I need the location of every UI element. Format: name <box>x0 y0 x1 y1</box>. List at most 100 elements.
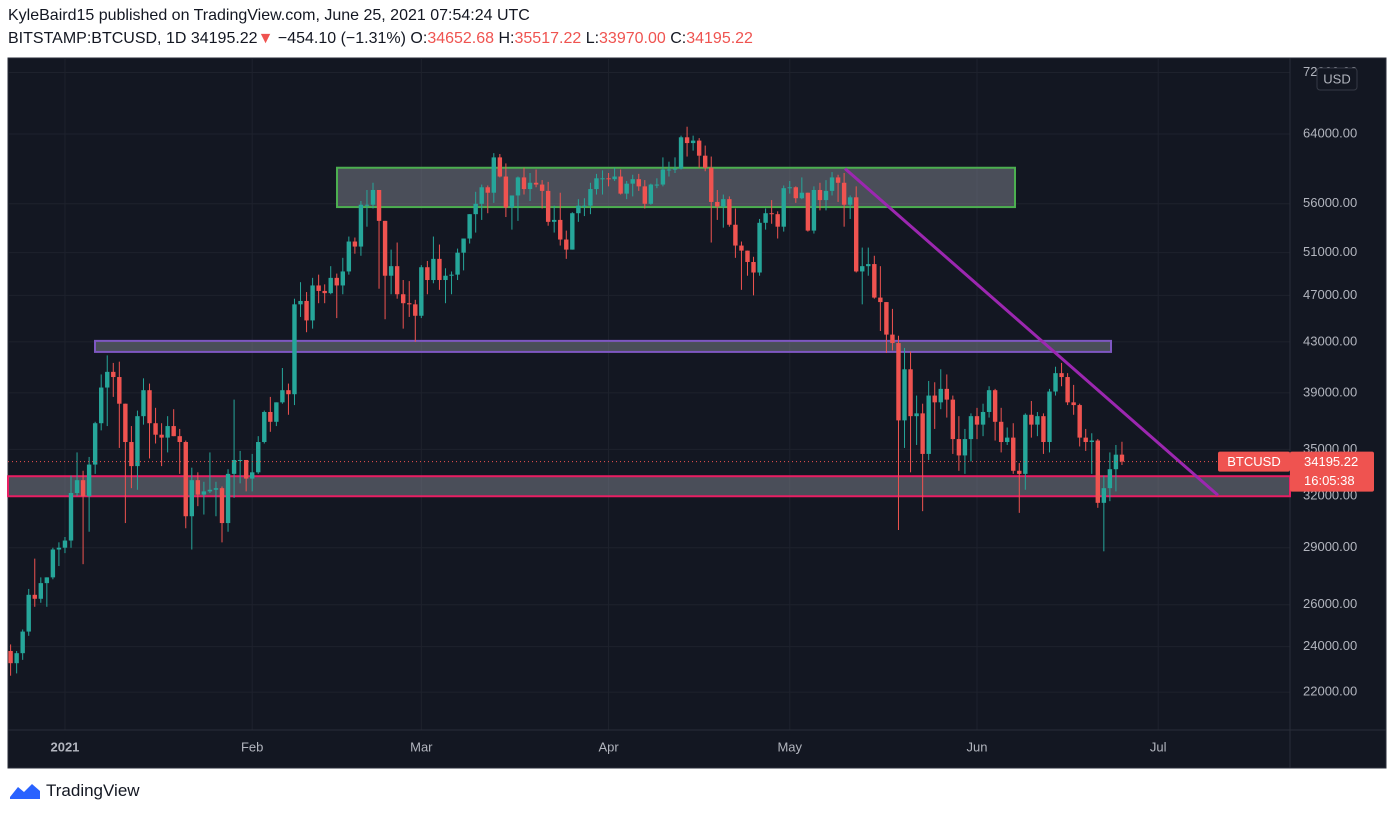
candle-body <box>733 224 738 246</box>
candle-body <box>99 387 104 424</box>
change: −454.10 (−1.31%) <box>277 30 406 47</box>
candle-body <box>835 177 841 183</box>
y-tick-label: 24000.00 <box>1303 638 1357 653</box>
candle-body <box>1077 405 1082 438</box>
candle-body <box>829 177 835 191</box>
candle-body <box>920 413 925 454</box>
candle-body <box>1035 416 1040 425</box>
candle-body <box>364 204 370 206</box>
countdown: 16:05:38 <box>1304 473 1355 488</box>
candle-body <box>1119 454 1125 462</box>
candle-body <box>201 491 207 495</box>
candle-body <box>376 189 382 221</box>
candle-body <box>745 250 750 262</box>
candle-body <box>86 464 92 497</box>
candle-body <box>612 176 617 180</box>
currency-button <box>1316 67 1358 91</box>
price-tag <box>1290 451 1374 492</box>
candle-body <box>642 186 647 204</box>
candle-body <box>388 266 394 276</box>
candle-body <box>926 395 931 454</box>
brand-text: TradingView <box>46 781 140 800</box>
y-tick-label: 51000.00 <box>1303 244 1357 259</box>
candle-body <box>262 411 267 443</box>
candle-body <box>479 187 484 204</box>
candle-body <box>666 169 672 171</box>
trend-line <box>844 167 1219 497</box>
candle-body <box>20 631 25 654</box>
candle-body <box>878 297 883 303</box>
candle-body <box>509 195 515 208</box>
candle-body <box>183 442 188 517</box>
y-tick-label: 29000.00 <box>1303 539 1357 554</box>
candle-body <box>570 213 575 250</box>
candle-body <box>243 459 249 479</box>
candle-body <box>44 577 50 584</box>
candle-body <box>545 190 551 222</box>
symbol: BITSTAMP:BTCUSD, 1D <box>8 30 187 47</box>
candle-body <box>1017 470 1022 474</box>
candle-body <box>739 245 744 251</box>
candle-body <box>521 177 527 190</box>
candle-body <box>425 267 430 281</box>
candle-body <box>8 650 13 664</box>
candle-body <box>219 488 225 524</box>
candle-body <box>322 290 327 294</box>
y-tick-label: 43000.00 <box>1303 333 1357 348</box>
candle-body <box>304 300 309 321</box>
candle-body <box>594 178 599 190</box>
candle-body <box>407 303 412 305</box>
candle-body <box>328 277 333 294</box>
candle-body <box>527 182 533 190</box>
candle-body <box>799 192 805 199</box>
candle-body <box>225 473 231 524</box>
candle-body <box>1107 469 1113 489</box>
candle-body <box>908 369 913 417</box>
candle-body <box>980 411 986 425</box>
candle-body <box>141 390 146 417</box>
candle-body <box>600 178 605 180</box>
candle-body <box>213 488 219 490</box>
candle-body <box>636 179 641 187</box>
candle-body <box>256 442 261 473</box>
open: 34652.68 <box>427 30 495 47</box>
candle-body <box>872 264 877 298</box>
symbol-legend: BITSTAMP:BTCUSD, 1D 34195.22▼ −454.10 (−… <box>8 30 753 48</box>
candle-body <box>1047 391 1052 443</box>
c-label: C: <box>670 30 687 47</box>
candle-body <box>1023 414 1028 474</box>
candle-body <box>171 426 176 437</box>
candle-body <box>648 184 654 204</box>
candle-body <box>793 187 798 199</box>
candle-body <box>449 274 454 276</box>
candle-body <box>92 423 98 465</box>
candle-body <box>268 411 273 422</box>
candle-body <box>539 184 545 191</box>
candle-body <box>473 203 478 215</box>
candle-body <box>485 187 490 193</box>
candle-body <box>189 480 194 517</box>
o-label: O: <box>410 30 428 47</box>
candle-body <box>50 549 56 578</box>
candle-body <box>14 653 19 664</box>
candle-body <box>467 214 472 239</box>
candle-body <box>775 214 780 227</box>
candle-body <box>1113 454 1119 470</box>
candle-body <box>117 377 122 404</box>
logo-icon <box>10 784 40 799</box>
brand-logo[interactable]: TradingView <box>8 780 140 802</box>
candle-body <box>340 271 345 286</box>
candle-body <box>582 205 587 207</box>
candle-body <box>654 184 660 186</box>
candle-body <box>497 157 503 177</box>
candle-body <box>292 304 297 395</box>
candle-body <box>769 213 774 215</box>
candle-body <box>358 204 364 247</box>
candle-body <box>38 583 43 599</box>
candle-body <box>715 201 720 207</box>
candle-body <box>56 547 62 550</box>
candle-body <box>974 416 980 425</box>
candle-body <box>352 241 358 247</box>
x-tick-label: Jul <box>1150 739 1167 754</box>
